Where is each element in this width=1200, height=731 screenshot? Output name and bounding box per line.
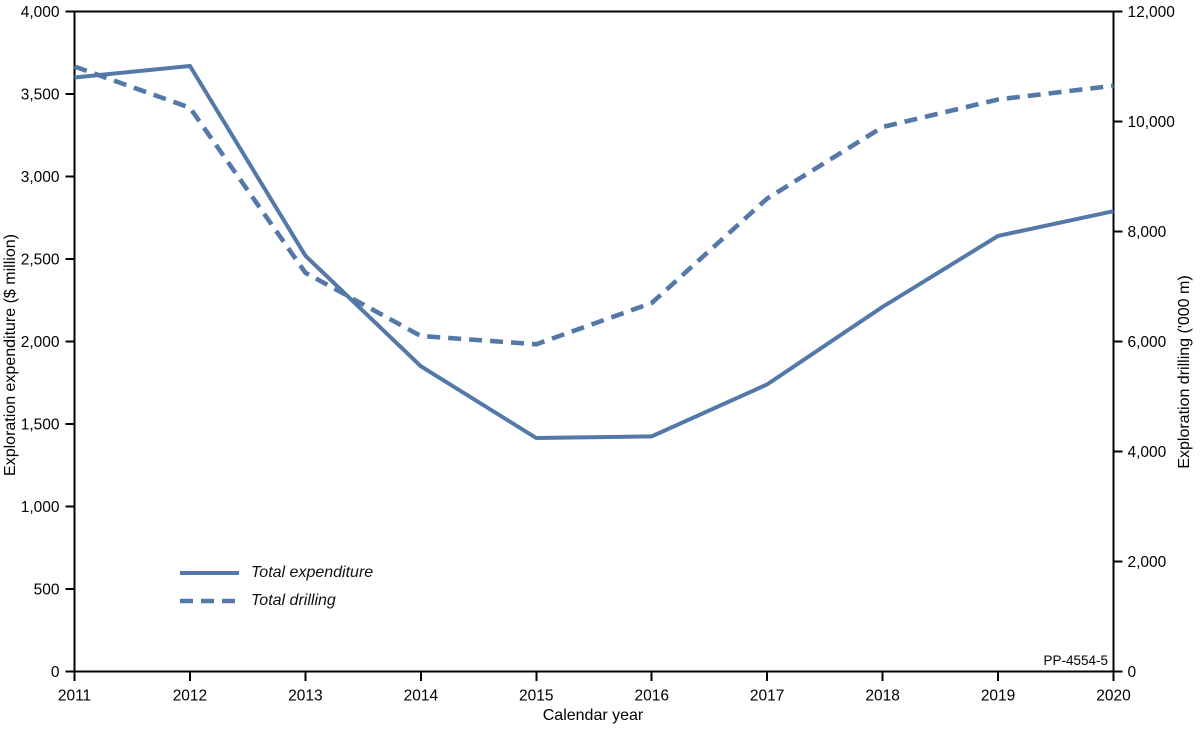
y-left-tick-label: 1,000 [21,499,60,516]
x-tick-label: 2011 [58,688,91,705]
solid-line-swatch-icon [180,571,239,575]
x-tick-label: 2015 [519,688,553,705]
x-tick-label: 2013 [288,688,322,705]
y-right-tick-label: 2,000 [1128,554,1167,571]
y-axis-label-left: Exploration expenditure ($ million) [2,234,19,476]
y-left-tick-label: 500 [34,581,60,598]
legend-label-total-expenditure: Total expenditure [251,564,374,581]
y-left-tick-label: 0 [51,664,60,681]
y-left-tick-label: 2,000 [21,334,60,351]
x-tick-label: 2016 [634,688,668,705]
legend-label-total-drilling: Total drilling [251,592,336,609]
x-tick-label: 2019 [981,688,1015,705]
x-axis-label: Calendar year [542,707,644,724]
x-tick-label: 2018 [865,688,899,705]
x-tick-label: 2012 [173,688,207,705]
y-right-tick-label: 10,000 [1128,114,1176,131]
y-left-tick-label: 1,500 [21,416,60,433]
legend: Total expenditure Total drilling [180,559,373,615]
y-right-tick-label: 6,000 [1128,334,1167,351]
dashed-line-swatch-icon [180,598,239,604]
y-right-tick-label: 0 [1128,664,1137,681]
legend-item-total-expenditure: Total expenditure [180,559,373,587]
x-tick-label: 2020 [1096,688,1131,705]
y-right-tick-label: 12,000 [1128,4,1176,21]
y-axis-label-right: Exploration drilling ('000 m) [1176,275,1193,469]
legend-item-total-drilling: Total drilling [180,587,373,615]
figure-number: PP-4554-5 [1043,653,1108,668]
y-right-tick-label: 4,000 [1128,444,1167,461]
total-drilling-line [73,64,1114,347]
y-right-tick-label: 8,000 [1128,224,1167,241]
total-expenditure-line [74,63,1114,441]
y-left-tick-label: 3,500 [21,86,60,103]
y-left-tick-label: 2,500 [21,251,60,268]
y-left-tick-label: 3,000 [21,169,60,186]
y-left-tick-label: 4,000 [21,4,60,21]
x-tick-label: 2014 [404,688,439,705]
x-tick-label: 2017 [750,688,784,705]
